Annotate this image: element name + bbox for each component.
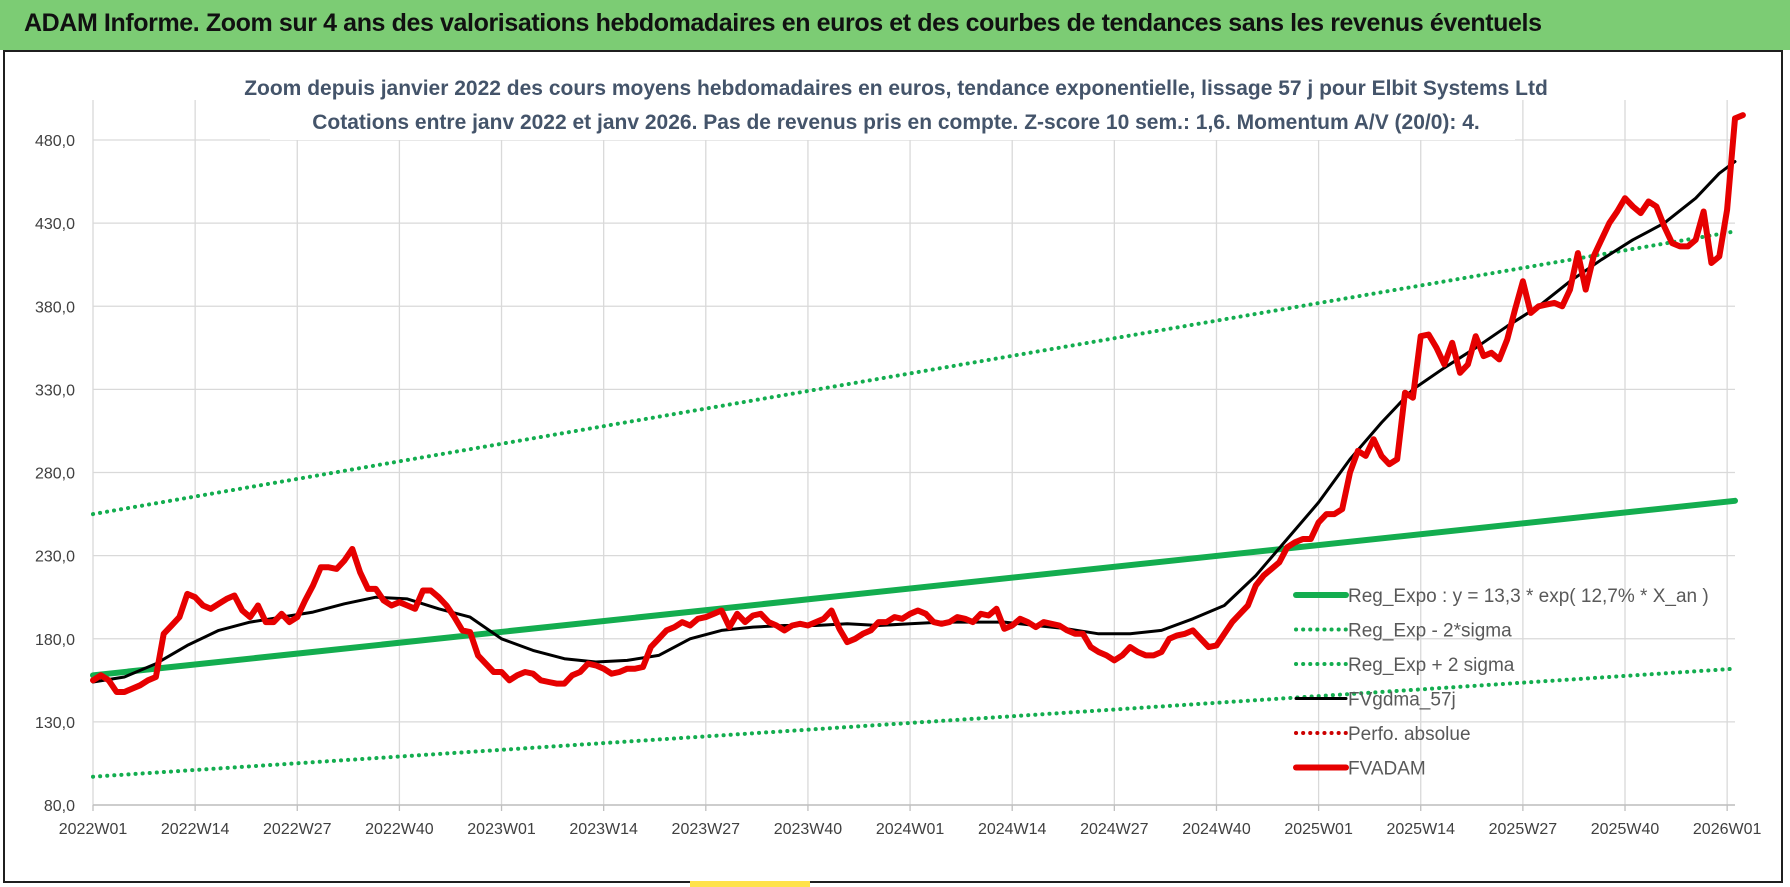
legend-label: Reg_Expo : y = 13,3 * exp( 12,7% * X_an …	[1348, 586, 1709, 607]
legend-label: FVADAM	[1348, 759, 1426, 780]
chart-grid	[92, 100, 1735, 806]
x-tick-label: 2024W01	[876, 821, 945, 838]
x-tick-label: 2023W40	[774, 821, 843, 838]
series-layer	[90, 112, 1746, 779]
x-tick-label: 2025W14	[1386, 821, 1455, 838]
series-line-2	[91, 229, 1737, 517]
x-tick-label: 2024W14	[978, 821, 1047, 838]
x-tick-label: 2022W27	[263, 821, 332, 838]
legend-label: FVgdma_57j	[1348, 690, 1456, 711]
x-tick-label: 2022W01	[59, 821, 128, 838]
y-tick-label: 180,0	[35, 632, 75, 649]
x-tick-label: 2025W40	[1591, 821, 1660, 838]
legend-label: Reg_Exp - 2*sigma	[1348, 621, 1512, 642]
x-tick-label: 2022W40	[365, 821, 434, 838]
report-banner: ADAM Informe. Zoom sur 4 ans des valoris…	[0, 0, 1790, 50]
chart-subtitle: Cotations entre janv 2022 et janv 2026. …	[312, 111, 1480, 134]
legend-label: Perfo. absolue	[1348, 724, 1471, 745]
sheet-tab-marker	[690, 881, 810, 887]
report-title: ADAM Informe. Zoom sur 4 ans des valoris…	[24, 9, 1542, 37]
y-tick-label: 480,0	[35, 133, 75, 150]
chart-title: Zoom depuis janvier 2022 des cours moyen…	[244, 77, 1548, 100]
x-tick-label: 2023W14	[569, 821, 638, 838]
x-tick-label: 2024W40	[1182, 821, 1251, 838]
y-tick-label: 430,0	[35, 216, 75, 233]
x-tick-label: 2023W01	[467, 821, 536, 838]
y-tick-label: 380,0	[35, 299, 75, 316]
series-line-5	[90, 112, 1746, 695]
y-tick-label: 80,0	[44, 798, 75, 815]
series-line-1	[91, 666, 1737, 779]
x-tick-label: 2025W27	[1489, 821, 1558, 838]
chart-frame	[3, 50, 1783, 883]
x-tick-label: 2022W14	[161, 821, 230, 838]
y-tick-label: 280,0	[35, 466, 75, 483]
x-tick-label: 2025W01	[1284, 821, 1353, 838]
x-tick-label: 2023W27	[672, 821, 741, 838]
y-tick-label: 130,0	[35, 715, 75, 732]
chart-legend: Reg_Expo : y = 13,3 * exp( 12,7% * X_an …	[1293, 586, 1709, 780]
legend-label: Reg_Exp + 2 sigma	[1348, 655, 1515, 676]
series-line-0	[90, 497, 1738, 679]
title-background	[270, 68, 1515, 140]
axis-layer: 80,0 130,0 180,0 230,0 280,0 330,0 380,0 430,0 4…	[35, 133, 1762, 838]
x-tick-label: 2026W01	[1693, 821, 1762, 838]
y-tick-label: 230,0	[35, 549, 75, 566]
y-tick-label: 330,0	[35, 382, 75, 399]
x-tick-label: 2024W27	[1080, 821, 1149, 838]
